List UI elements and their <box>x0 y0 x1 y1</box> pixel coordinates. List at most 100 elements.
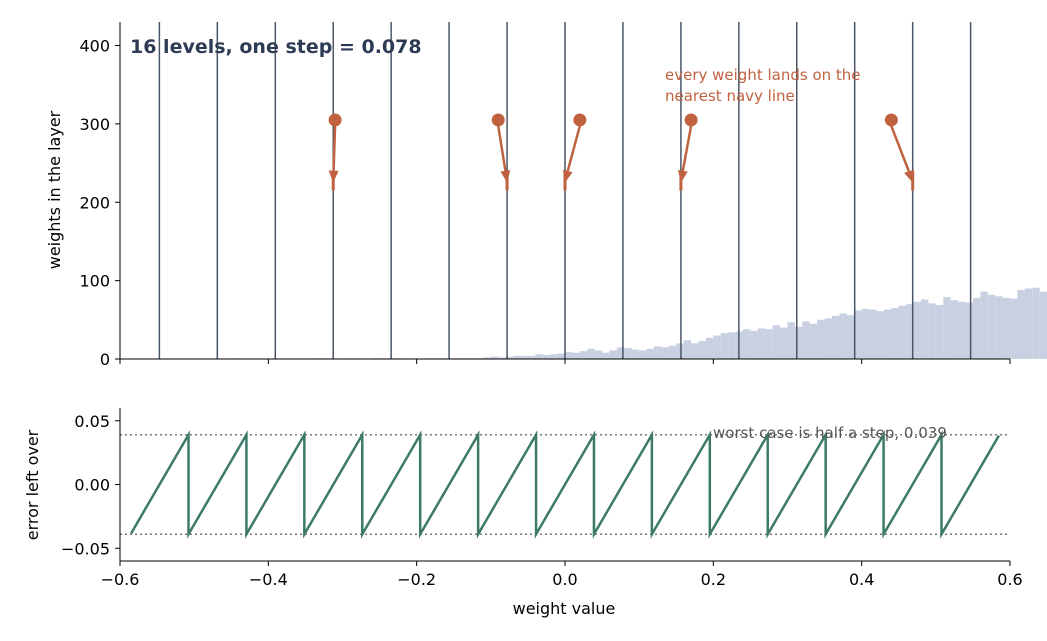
histogram-bar <box>490 356 499 359</box>
y-tick-label-top: 400 <box>79 37 110 56</box>
histogram-bar <box>772 325 781 359</box>
histogram-bar <box>883 309 892 359</box>
histogram-bar <box>839 313 847 359</box>
example-weight-dot <box>884 113 898 127</box>
histogram-bar <box>809 323 818 359</box>
histogram-annotation-line-1: every weight lands on the <box>665 66 861 84</box>
x-tick-label: 0.0 <box>552 570 577 589</box>
histogram-bar <box>750 330 758 359</box>
y-tick-label-top: 0 <box>100 350 110 369</box>
histogram-panel: 0 100 200 300 400 16 levels, one step = 0.07… <box>45 22 1047 369</box>
histogram-bar <box>965 302 973 359</box>
histogram-bar <box>906 304 914 359</box>
histogram-bar <box>921 299 929 359</box>
histogram-bar <box>624 348 632 359</box>
histogram-bar <box>572 352 580 359</box>
histogram-bar <box>1002 297 1010 359</box>
y-tick-label-top: 300 <box>79 115 110 134</box>
y-tick-label-top: 100 <box>79 272 110 291</box>
histogram-bar <box>587 348 595 359</box>
histogram-bar <box>513 355 521 359</box>
histogram-bar <box>913 301 921 359</box>
histogram-bar <box>565 351 573 359</box>
histogram-bar <box>639 350 647 359</box>
histogram-bar <box>1032 287 1040 359</box>
histogram-bar <box>683 340 692 359</box>
histogram-bar <box>876 311 884 359</box>
x-tick-label: −0.6 <box>101 570 140 589</box>
histogram-bar <box>646 348 654 359</box>
histogram-bar <box>609 350 617 359</box>
histogram-bar <box>943 297 951 359</box>
example-arrow-shaft <box>681 125 693 172</box>
histogram-bar <box>483 357 491 359</box>
histogram-bar <box>824 318 832 359</box>
y-tick-label-bottom: −0.05 <box>61 539 110 558</box>
histogram-bar <box>498 357 506 359</box>
example-arrow-shaft <box>890 125 910 172</box>
rounding-arrows <box>328 113 915 191</box>
histogram-bar <box>535 354 543 359</box>
histogram-bar <box>794 326 803 359</box>
histogram-bar <box>557 353 565 359</box>
example-weight-dot <box>328 113 342 127</box>
histogram-bar <box>698 340 706 359</box>
histogram-bar <box>861 308 870 359</box>
histogram-bar <box>995 296 1003 359</box>
histogram-bar <box>720 333 729 359</box>
example-weight-dot <box>573 113 587 127</box>
histogram-bar <box>728 332 736 359</box>
rounding-example <box>491 113 511 191</box>
histogram-bar <box>832 315 840 359</box>
histogram-bar <box>743 329 751 359</box>
y-tick-label-top: 200 <box>79 193 110 212</box>
histogram-bar <box>869 309 877 359</box>
histogram-bar <box>668 345 677 359</box>
histogram-bars <box>231 287 1047 359</box>
histogram-bar <box>602 352 610 359</box>
rounding-example <box>677 113 698 191</box>
histogram-bar <box>972 297 981 359</box>
histogram-bar <box>987 294 996 359</box>
histogram-bar <box>550 354 558 359</box>
histogram-bar <box>765 329 773 359</box>
worst-case-bounds <box>120 434 1010 535</box>
histogram-bar <box>817 319 825 359</box>
rounding-example <box>884 113 915 191</box>
rounding-example <box>328 113 342 191</box>
histogram-bar <box>1024 288 1033 359</box>
histogram-bar <box>757 328 766 359</box>
histogram-bar <box>676 343 684 359</box>
histogram-bar <box>802 321 810 359</box>
chart-title: 16 levels, one step = 0.078 <box>130 36 422 58</box>
histogram-bar <box>787 322 795 359</box>
y-axis-label-bottom: error left over <box>23 429 42 540</box>
histogram-bar <box>980 291 988 359</box>
error-sawtooth <box>130 430 1000 539</box>
y-tick-label-bottom: 0.05 <box>74 412 110 431</box>
histogram-bar <box>594 350 603 359</box>
histogram-bar <box>505 356 514 359</box>
histogram-bar <box>891 308 899 359</box>
x-tick-label: 0.2 <box>701 570 726 589</box>
error-axes: −0.05 0.00 0.05 −0.6 −0.4 −0.2 0.0 0.2 0.4 0.6 <box>61 408 1023 589</box>
x-tick-label: 0.4 <box>849 570 874 589</box>
rounding-example <box>562 113 587 191</box>
example-arrow-shaft <box>566 125 582 172</box>
histogram-bar <box>854 310 862 359</box>
x-tick-label: −0.4 <box>249 570 288 589</box>
x-tick-label: 0.6 <box>997 570 1022 589</box>
y-axis-label-top: weights in the layer <box>45 110 64 269</box>
example-arrow-shaft <box>332 125 337 171</box>
histogram-bar <box>654 346 662 359</box>
histogram-bar <box>1017 290 1025 359</box>
histogram-bar <box>1010 298 1018 359</box>
histogram-bar <box>705 337 714 359</box>
example-arrow-head <box>500 170 511 183</box>
histogram-bar <box>898 305 907 359</box>
histogram-bar <box>579 351 588 359</box>
histogram-bar <box>1039 291 1047 359</box>
error-panel: −0.05 0.00 0.05 −0.6 −0.4 −0.2 0.0 0.2 0.4 0.6 wo… <box>23 408 1023 618</box>
histogram-bar <box>520 355 528 359</box>
